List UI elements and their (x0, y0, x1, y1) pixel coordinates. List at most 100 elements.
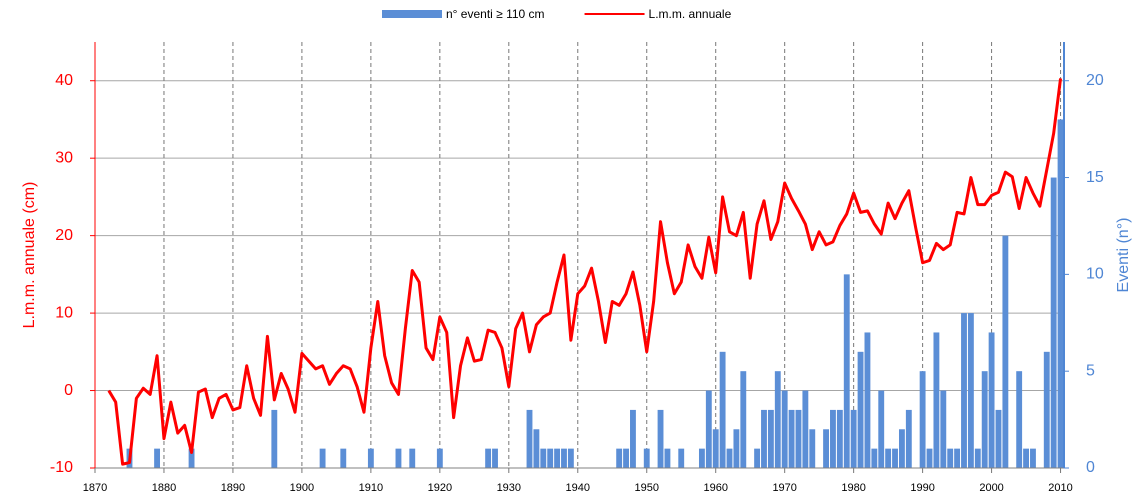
x-tick-label: 1930 (497, 482, 521, 494)
bar (1002, 235, 1009, 468)
y-tick-label: -10 (50, 459, 73, 476)
y-axis-title: L.m.m. annuale (cm) (21, 182, 38, 329)
bar (367, 448, 374, 468)
y-tick-label: 0 (64, 382, 73, 399)
y2-axis-title: Eventi (n°) (1115, 218, 1132, 293)
bar (678, 448, 685, 468)
bar (340, 448, 347, 468)
bar (664, 448, 671, 468)
bar (947, 448, 954, 468)
bar (643, 448, 650, 468)
y-tick-label: 30 (55, 149, 73, 166)
bar (1023, 448, 1029, 468)
bar (919, 371, 926, 468)
bar (954, 448, 961, 468)
y-tick-label: 10 (55, 304, 73, 321)
y2-tick-label: 5 (1086, 362, 1095, 379)
bar (616, 448, 623, 468)
bar (781, 390, 788, 468)
bar (857, 351, 864, 468)
bar (809, 429, 816, 468)
bar (540, 448, 547, 468)
bar (898, 429, 905, 468)
bar (871, 448, 878, 468)
bar (885, 448, 892, 468)
bar (761, 409, 767, 468)
x-tick-label: 2010 (1048, 482, 1072, 494)
bar (719, 351, 726, 468)
x-tick-label: 1980 (841, 482, 865, 494)
bar (878, 390, 885, 468)
bar (1043, 351, 1050, 468)
bar (836, 409, 843, 468)
y2-tick-label: 20 (1086, 72, 1104, 89)
bar (843, 274, 850, 468)
legend-swatch (382, 10, 442, 18)
bar (981, 371, 988, 468)
bar (1016, 371, 1023, 468)
x-tick-label: 2000 (979, 482, 1003, 494)
bar (567, 448, 574, 468)
bar (974, 448, 981, 468)
bar (940, 390, 947, 468)
y-tick-label: 40 (55, 72, 73, 89)
bar (705, 390, 712, 468)
bar (864, 332, 871, 468)
line (107, 78, 1063, 466)
bar (485, 448, 492, 468)
bar (850, 409, 857, 468)
x-tick-label: 1900 (290, 482, 314, 494)
bar (623, 448, 629, 468)
x-tick-label: 1910 (359, 482, 383, 494)
x-tick-label: 1870 (83, 482, 107, 494)
bar (154, 448, 161, 468)
bar (492, 448, 498, 468)
bar (754, 448, 761, 468)
bar (526, 409, 533, 468)
bar (1050, 177, 1057, 468)
bar (961, 313, 967, 468)
bar (802, 390, 809, 468)
y2-tick-label: 10 (1086, 266, 1104, 283)
x-tick-label: 1890 (221, 482, 245, 494)
bar (830, 409, 836, 468)
x-tick-label: 1920 (428, 482, 452, 494)
x-tick-label: 1990 (910, 482, 934, 494)
bar (892, 448, 898, 468)
bar (630, 409, 636, 468)
x-tick-label: 1940 (566, 482, 590, 494)
bar (188, 448, 195, 468)
bar (795, 409, 802, 468)
bar (547, 448, 554, 468)
x-tick-label: 1970 (772, 482, 796, 494)
bar (561, 448, 567, 468)
legend-label: n° eventi ≥ 110 cm (446, 7, 545, 21)
bar (926, 448, 933, 468)
y2-tick-label: 15 (1086, 169, 1104, 186)
bar (271, 409, 278, 468)
y-tick-label: 20 (55, 227, 73, 244)
bar (533, 429, 540, 468)
bar (967, 313, 974, 468)
bar (767, 409, 774, 468)
bar (933, 332, 940, 468)
bar (698, 448, 705, 468)
bar (1030, 448, 1036, 468)
bar (733, 429, 740, 468)
bar (988, 332, 995, 468)
bar (436, 448, 443, 468)
bar (319, 448, 326, 468)
bar (774, 371, 781, 468)
bar (554, 448, 561, 468)
bar (823, 429, 829, 468)
bar (788, 409, 795, 468)
y2-tick-label: 0 (1086, 459, 1095, 476)
bar (712, 429, 719, 468)
x-tick-label: 1960 (703, 482, 727, 494)
bar (726, 448, 733, 468)
bar (905, 409, 912, 468)
legend-label: L.m.m. annuale (649, 7, 732, 21)
x-tick-label: 1950 (635, 482, 659, 494)
bar (1057, 119, 1064, 469)
